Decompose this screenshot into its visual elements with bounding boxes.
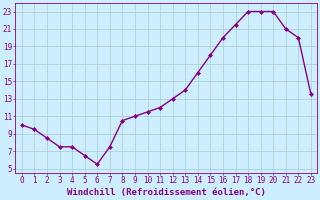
X-axis label: Windchill (Refroidissement éolien,°C): Windchill (Refroidissement éolien,°C) xyxy=(67,188,266,197)
